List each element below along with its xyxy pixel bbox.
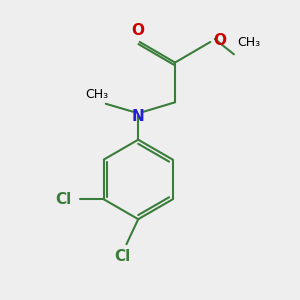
Text: Cl: Cl	[114, 249, 130, 264]
Text: N: N	[132, 109, 145, 124]
Text: O: O	[132, 23, 145, 38]
Text: CH₃: CH₃	[237, 36, 260, 49]
Text: O: O	[213, 33, 226, 48]
Text: Cl: Cl	[55, 192, 71, 207]
Text: CH₃: CH₃	[85, 88, 109, 101]
